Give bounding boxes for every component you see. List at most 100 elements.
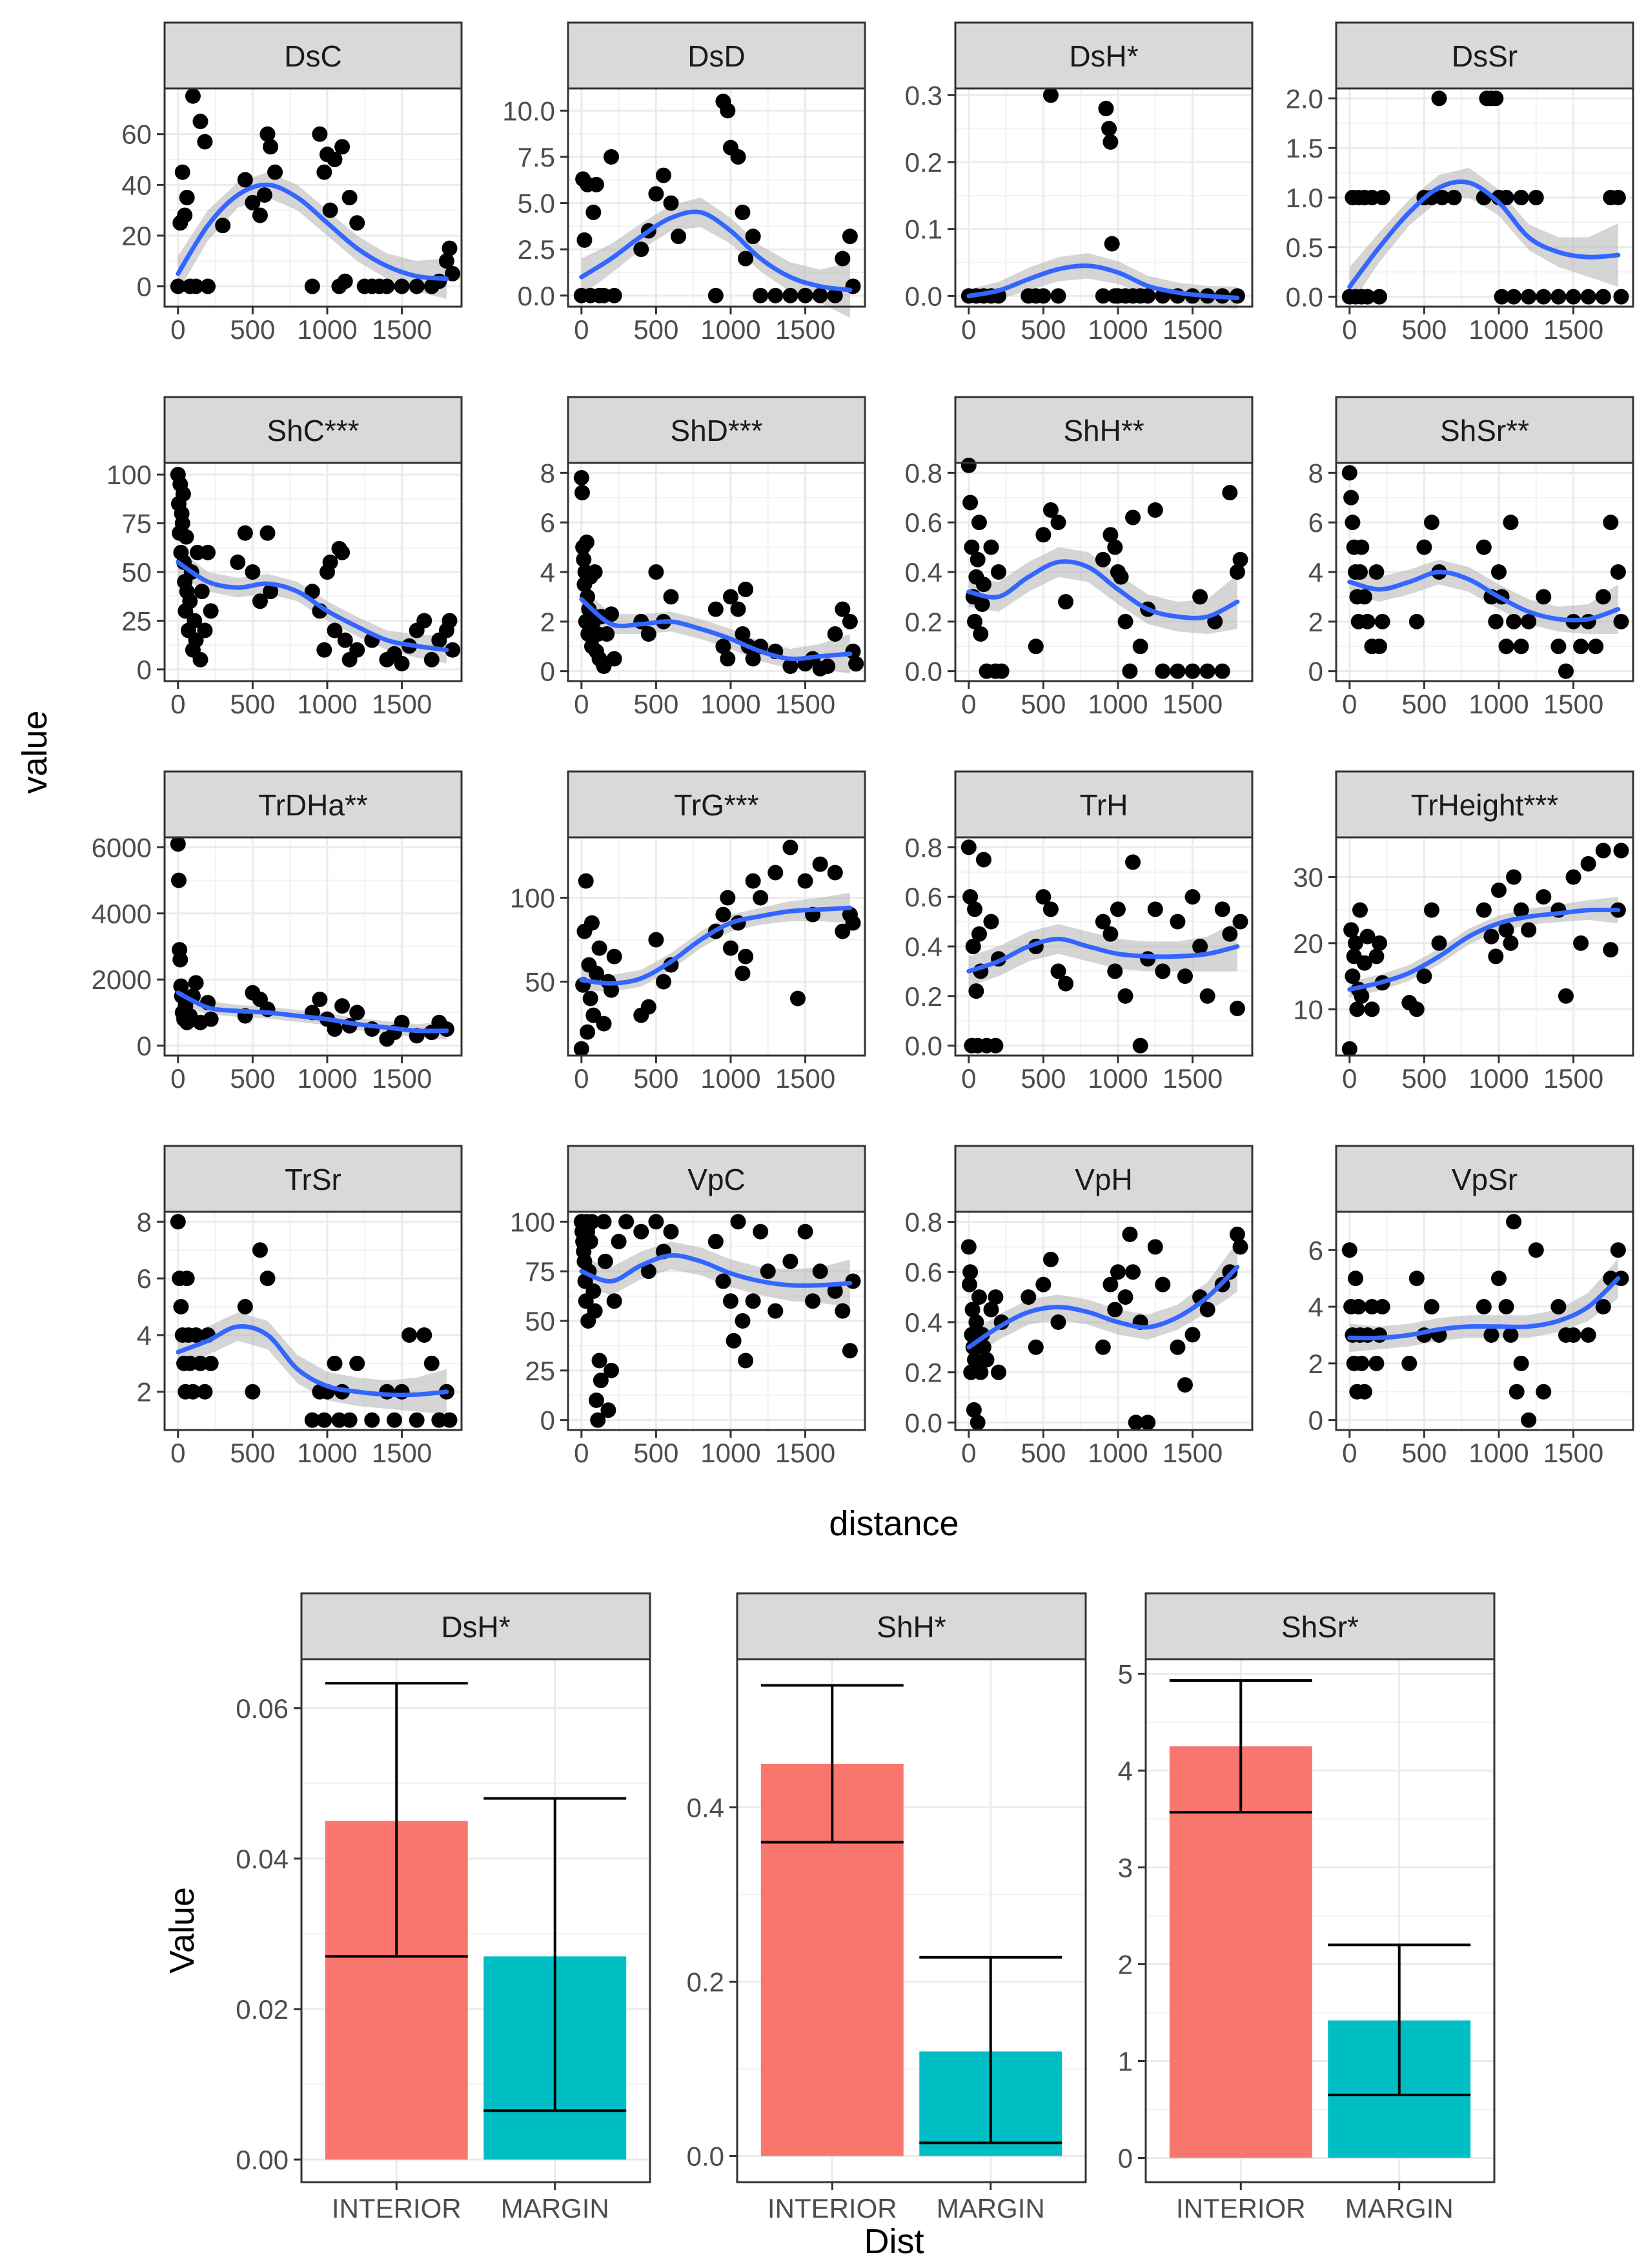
panel-border <box>954 836 1254 1057</box>
x-tick-label: 500 <box>230 1438 275 1468</box>
x-tick-label: 1500 <box>775 1438 835 1468</box>
x-tick-label: 0 <box>574 689 589 719</box>
data-point <box>1359 613 1376 629</box>
data-point <box>968 983 984 999</box>
data-point <box>1521 613 1537 629</box>
data-point <box>611 1234 627 1250</box>
y-tick-label: 75 <box>525 1256 555 1287</box>
x-tick-label: MARGIN <box>937 2193 1045 2223</box>
y-tick-label: 75 <box>121 509 152 539</box>
y-tick-label: 4 <box>137 1320 152 1351</box>
data-point <box>988 1289 1004 1305</box>
y-tick-label: 0.4 <box>905 557 942 587</box>
smooth-line <box>579 905 853 986</box>
data-point <box>442 240 458 256</box>
y-tick-label: 0.0 <box>518 281 555 311</box>
data-point <box>1095 914 1111 930</box>
data-point <box>1170 663 1186 679</box>
bar-panel: DsH* 0.00 0.02 0.04 0.06 INTERIOR MARGIN <box>236 1592 651 2223</box>
y-tick-label: 6000 <box>92 832 152 863</box>
data-point <box>1101 121 1117 137</box>
y-tick-label: 0.04 <box>236 1844 289 1874</box>
data-point <box>1446 190 1462 205</box>
confidence-band <box>968 1241 1237 1360</box>
data-point <box>1364 1001 1380 1017</box>
panel-strip-label: VpH <box>1075 1163 1132 1196</box>
data-point <box>1147 901 1163 917</box>
y-tick-label: 0 <box>1308 1405 1323 1436</box>
data-point <box>341 190 358 205</box>
panel-strip <box>300 1592 651 1660</box>
data-point <box>1042 901 1059 917</box>
data-point <box>1610 1242 1626 1258</box>
panel-strip <box>1335 770 1634 839</box>
data-point <box>438 253 454 269</box>
data-point <box>578 873 594 889</box>
data-point <box>735 1313 751 1329</box>
scatter-y-axis-title: value <box>15 710 54 793</box>
x-tick-label: 500 <box>1401 689 1447 719</box>
data-point <box>812 1263 828 1280</box>
scatter-panel: TrG*** 0 500 1000 1500 50 100 <box>510 770 866 1094</box>
x-tick-label: 0 <box>170 314 185 345</box>
panel-strip-label: DsSr <box>1452 39 1518 73</box>
data-point <box>1110 901 1126 917</box>
data-point <box>349 215 365 231</box>
data-point <box>1104 236 1120 252</box>
x-tick-label: 1500 <box>1543 1063 1603 1094</box>
y-tick-label: 100 <box>510 1207 555 1237</box>
y-tick-label: 0 <box>137 1031 152 1061</box>
data-point <box>715 1273 731 1289</box>
scatter-panel: TrSr 0 500 1000 1500 2 4 6 8 <box>137 1145 463 1468</box>
data-point <box>215 218 231 234</box>
data-point <box>1102 1276 1119 1292</box>
data-point <box>842 229 858 245</box>
data-point <box>1359 928 1376 945</box>
x-tick-label: 500 <box>1401 1063 1447 1094</box>
x-tick-label: 0 <box>170 689 185 719</box>
y-tick-label: 0.4 <box>687 1793 724 1823</box>
y-tick-label: 2.0 <box>1286 83 1323 114</box>
data-point <box>259 1271 276 1287</box>
data-point <box>1580 1327 1596 1343</box>
data-point <box>1354 1355 1370 1371</box>
x-tick-label: 0 <box>1342 314 1357 345</box>
data-point <box>1147 502 1163 518</box>
data-point <box>1343 489 1359 506</box>
data-point <box>267 164 283 180</box>
data-point <box>1214 901 1230 917</box>
scatter-panel: ShD*** 0 500 1000 1500 0 2 4 6 8 <box>540 396 866 719</box>
x-tick-label: 0 <box>170 1438 185 1468</box>
data-point <box>797 873 813 889</box>
data-point <box>349 642 365 658</box>
y-tick-label: 25 <box>121 606 152 636</box>
panel-strip-label: ShD*** <box>670 414 762 447</box>
data-point <box>230 554 246 570</box>
scatter-panel: TrH 0 500 1000 1500 0.0 0.2 0.4 0.6 0.8 <box>905 770 1254 1094</box>
y-tick-label: 0.06 <box>236 1693 289 1724</box>
data-point <box>1536 889 1552 905</box>
bar-y-axis-title: Value <box>163 1887 201 1974</box>
data-point <box>580 1024 596 1040</box>
y-tick-label: 0.3 <box>905 80 942 110</box>
data-point <box>1550 289 1567 305</box>
x-tick-label: 0 <box>961 689 976 719</box>
data-point <box>1483 928 1499 945</box>
data-point <box>1343 922 1359 938</box>
y-tick-label: 0 <box>1308 657 1323 687</box>
data-point <box>445 265 461 281</box>
data-point <box>573 470 589 486</box>
data-point <box>1350 1299 1367 1315</box>
data-point <box>1035 1276 1052 1292</box>
panel-border <box>567 87 866 308</box>
data-point <box>782 658 798 674</box>
data-point <box>259 126 276 142</box>
data-point <box>1229 1226 1245 1242</box>
data-point <box>1170 914 1186 930</box>
data-point <box>1528 1242 1544 1258</box>
data-point <box>1536 589 1552 605</box>
data-point <box>304 278 320 294</box>
data-point <box>975 1339 991 1355</box>
data-point <box>1558 663 1574 679</box>
